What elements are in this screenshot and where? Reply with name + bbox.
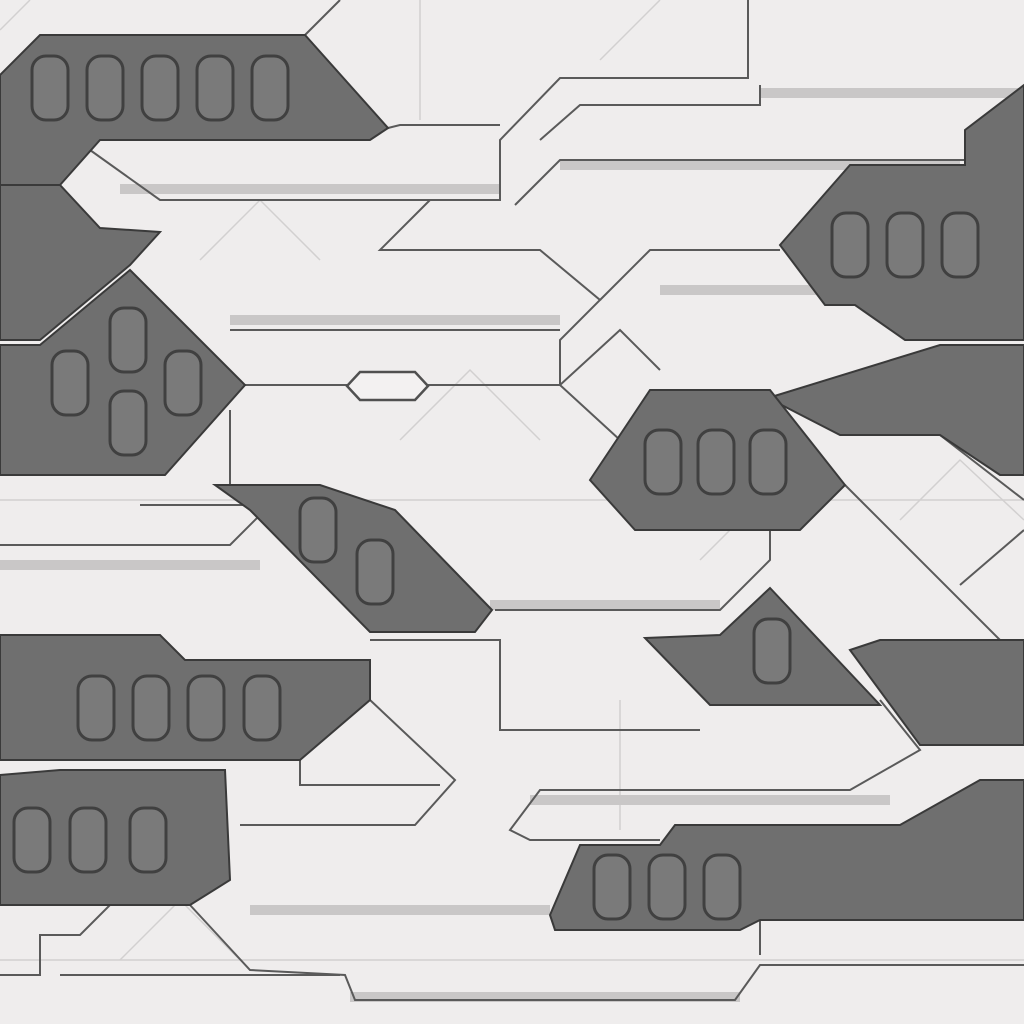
ridges	[0, 88, 1024, 1002]
seams	[0, 0, 1024, 1001]
slots	[12, 54, 980, 921]
small-hex	[345, 370, 430, 402]
